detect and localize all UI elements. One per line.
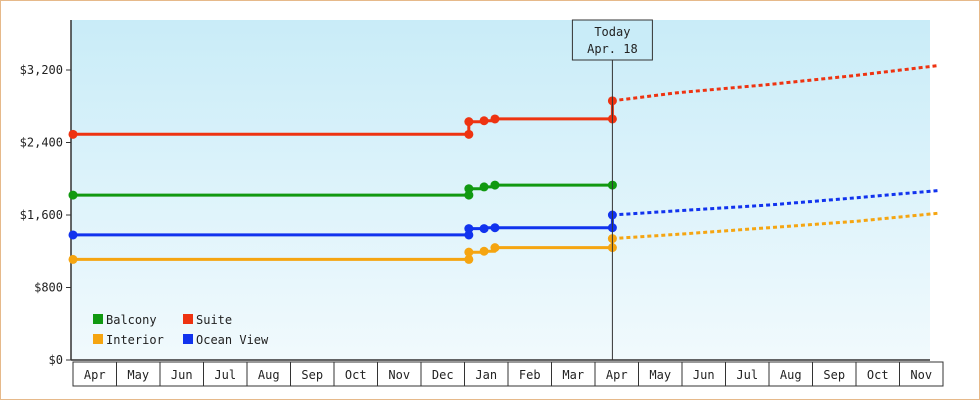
x-tick-label: Feb — [519, 368, 541, 382]
x-tick-label: Nov — [910, 368, 932, 382]
y-tick-label: $0 — [49, 353, 63, 367]
data-point — [68, 230, 78, 240]
series-suite — [68, 64, 939, 139]
data-point — [479, 116, 489, 126]
x-tick-label: Mar — [562, 368, 584, 382]
x-tick-label: Sep — [823, 368, 845, 382]
data-point — [464, 184, 474, 194]
data-point — [490, 180, 500, 190]
data-point — [490, 243, 500, 253]
x-tick-label: May — [649, 368, 671, 382]
legend: Balcony Suite Interior Ocean View — [93, 313, 269, 347]
x-tick-label: Jul — [214, 368, 236, 382]
x-tick-label: Jun — [171, 368, 193, 382]
x-tick-label: Dec — [432, 368, 454, 382]
series-layer — [68, 64, 939, 264]
y-axis: $0 $800 $1,600 $2,400 $3,200 — [20, 20, 72, 367]
data-point — [464, 190, 474, 200]
legend-item: Balcony — [93, 313, 157, 327]
x-tick-label: Aug — [780, 368, 802, 382]
data-point — [464, 254, 474, 264]
legend-item: Suite — [183, 313, 232, 327]
x-tick-label: May — [127, 368, 149, 382]
data-point — [479, 224, 489, 234]
data-point — [490, 114, 500, 124]
month-cell — [377, 361, 422, 387]
y-tick-label: $800 — [34, 281, 63, 295]
forecast-line — [612, 189, 939, 217]
month-cell — [594, 361, 639, 387]
data-point — [490, 223, 500, 233]
legend-label: Ocean View — [196, 333, 269, 347]
month-cell — [159, 361, 204, 387]
data-point — [464, 117, 474, 127]
series-balcony — [68, 180, 617, 200]
data-point — [479, 182, 489, 192]
data-point — [464, 129, 474, 139]
series-interior — [68, 211, 939, 264]
month-cell — [551, 361, 596, 387]
legend-swatch — [93, 334, 103, 344]
x-tick-label: Nov — [388, 368, 410, 382]
plot-area — [71, 20, 930, 360]
legend-swatch — [183, 314, 193, 324]
x-tick-label: Aug — [258, 368, 280, 382]
x-tick-label: Jan — [475, 368, 497, 382]
x-tick-label: Jun — [693, 368, 715, 382]
legend-label: Interior — [106, 333, 164, 347]
legend-label: Suite — [196, 313, 232, 327]
month-cell — [725, 361, 770, 387]
today-marker: Today Apr. 18 — [571, 19, 653, 360]
y-tick-label: $2,400 — [20, 136, 63, 150]
x-tick-label: Jul — [736, 368, 758, 382]
legend-swatch — [183, 334, 193, 344]
legend-item: Interior — [93, 333, 164, 347]
month-cell — [203, 361, 248, 387]
legend-swatch — [93, 314, 103, 324]
x-tick-label: Apr — [84, 368, 106, 382]
x-tick-label: Sep — [301, 368, 323, 382]
data-point — [464, 247, 474, 257]
x-tick-label: Apr — [606, 368, 628, 382]
month-cell — [246, 361, 291, 387]
today-box — [571, 19, 653, 61]
month-cell — [116, 361, 161, 387]
month-cell — [855, 361, 900, 387]
x-tick-label: Oct — [345, 368, 367, 382]
forecast-line — [612, 211, 939, 241]
data-point — [68, 129, 78, 139]
forecast-line — [612, 64, 939, 103]
legend-label: Balcony — [106, 313, 157, 327]
y-tick-label: $1,600 — [20, 208, 63, 222]
data-point — [479, 246, 489, 256]
month-cell — [72, 361, 117, 387]
data-point — [68, 254, 78, 264]
legend-item: Ocean View — [183, 333, 269, 347]
month-cell — [464, 361, 509, 387]
x-tick-label: Oct — [867, 368, 889, 382]
month-cell — [681, 361, 726, 387]
data-point — [464, 230, 474, 240]
x-axis: Apr May Jun Jul Aug Sep Oct Nov Dec Jan Feb Mar Apr M… — [71, 359, 944, 387]
month-cell — [812, 361, 857, 387]
series-ocean-view — [68, 189, 939, 240]
data-point — [68, 190, 78, 200]
data-point — [464, 224, 474, 234]
today-label: Today — [594, 25, 630, 39]
today-date: Apr. 18 — [587, 42, 638, 56]
month-cell — [899, 361, 944, 387]
y-tick-label: $3,200 — [20, 63, 63, 77]
